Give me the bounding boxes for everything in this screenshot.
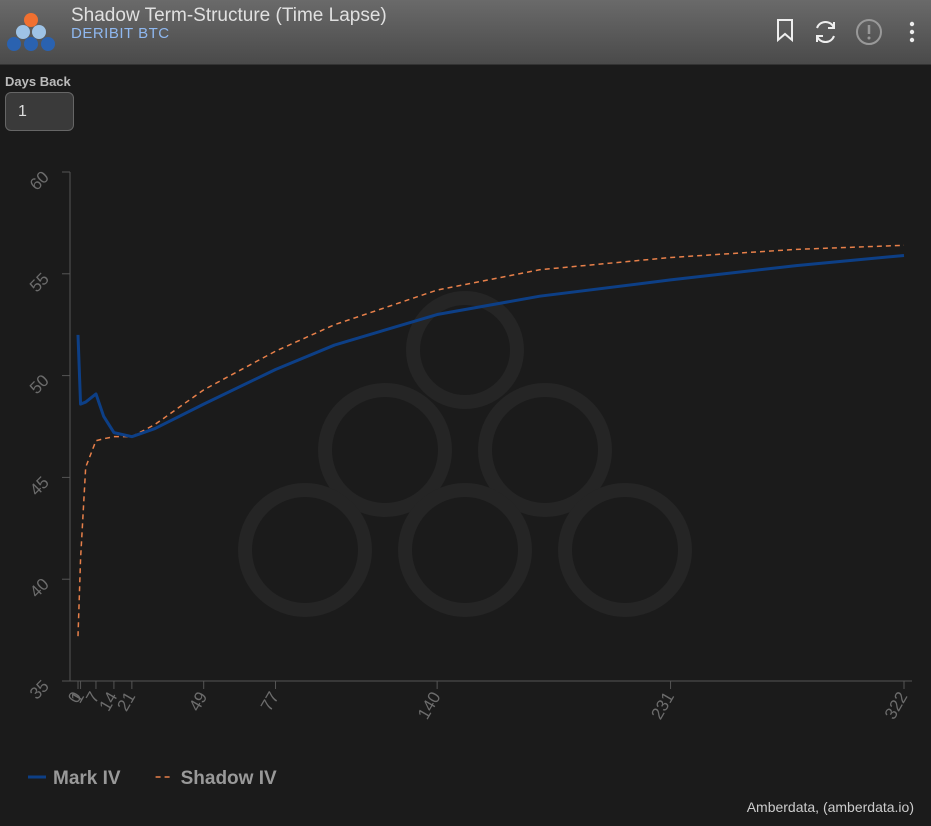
y-tick-label: 50 (26, 371, 53, 398)
y-tick-label: 45 (26, 473, 53, 500)
legend-label: Shadow IV (181, 768, 277, 789)
x-tick-label: 21 (113, 689, 139, 715)
subtitle: DERIBIT BTC (71, 25, 170, 42)
series-line (76, 253, 905, 439)
menu-icon[interactable] (909, 21, 915, 43)
toolbar (777, 19, 915, 45)
days-back-label: Days Back (5, 74, 71, 89)
bookmark-icon[interactable] (777, 19, 793, 43)
header: Shadow Term-Structure (Time Lapse) DERIB… (0, 0, 931, 65)
series-line (77, 244, 905, 637)
y-tick-label: 60 (26, 167, 53, 194)
y-tick-label: 35 (26, 676, 53, 703)
days-back-input[interactable]: 1 (5, 92, 74, 131)
y-tick-label: 40 (26, 575, 53, 602)
x-tick-label: 77 (257, 689, 283, 715)
x-tick-label: 140 (414, 689, 445, 723)
x-tick-label: 231 (647, 689, 678, 723)
x-tick-label: 49 (185, 689, 211, 715)
watermark (238, 291, 692, 617)
info-icon[interactable] (856, 19, 882, 45)
title: Shadow Term-Structure (Time Lapse) (71, 5, 387, 26)
refresh-icon[interactable] (816, 21, 835, 43)
x-tick-label: 322 (881, 689, 912, 723)
legend-label: Mark IV (53, 768, 121, 789)
y-tick-label: 55 (26, 269, 53, 296)
credit: Amberdata, (amberdata.io) (747, 799, 914, 815)
logo (7, 13, 55, 51)
